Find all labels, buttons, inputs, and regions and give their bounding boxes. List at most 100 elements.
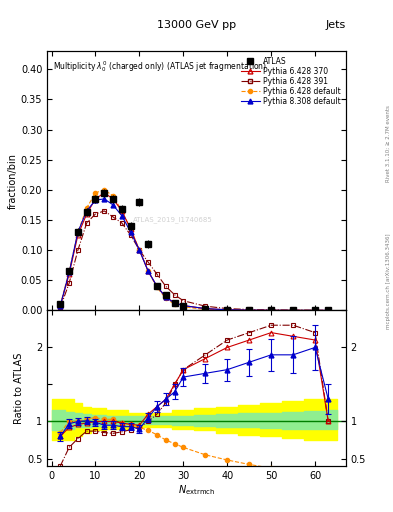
Pythia 6.428 391 <box>119 220 124 226</box>
Legend: ATLAS, Pythia 6.428 370, Pythia 6.428 391, Pythia 6.428 default, Pythia 8.308 de: ATLAS, Pythia 6.428 370, Pythia 6.428 39… <box>239 55 342 108</box>
Pythia 8.308 default <box>172 300 177 306</box>
Pythia 6.428 391 <box>291 307 296 313</box>
Pythia 8.308 default <box>93 197 98 203</box>
Pythia 8.308 default <box>291 307 296 313</box>
Pythia 8.308 default <box>154 283 159 289</box>
Pythia 6.428 391 <box>313 307 318 313</box>
Pythia 6.428 391 <box>225 306 230 312</box>
Pythia 6.428 370 <box>291 307 296 313</box>
Pythia 6.428 default <box>203 306 208 312</box>
Pythia 8.308 default <box>67 269 72 275</box>
Pythia 6.428 default <box>137 247 142 253</box>
Y-axis label: Ratio to ATLAS: Ratio to ATLAS <box>14 352 24 424</box>
Pythia 6.428 391 <box>111 214 116 220</box>
Pythia 8.308 default <box>181 303 185 309</box>
Pythia 6.428 370 <box>172 300 177 306</box>
Pythia 8.308 default <box>326 307 331 313</box>
Pythia 8.308 default <box>102 196 107 202</box>
Pythia 6.428 default <box>128 226 133 232</box>
Pythia 6.428 391 <box>137 247 142 253</box>
Pythia 6.428 default <box>154 285 159 291</box>
Pythia 8.308 default <box>313 307 318 313</box>
Pythia 6.428 default <box>269 307 274 313</box>
Pythia 8.308 default <box>128 229 133 235</box>
Pythia 6.428 default <box>225 307 230 313</box>
Pythia 8.308 default <box>84 208 89 214</box>
Text: Rivet 3.1.10; ≥ 2.7M events: Rivet 3.1.10; ≥ 2.7M events <box>386 105 391 182</box>
Pythia 6.428 391 <box>154 271 159 278</box>
Pythia 6.428 default <box>291 307 296 313</box>
Text: ATLAS_2019_I1740685: ATLAS_2019_I1740685 <box>133 216 213 223</box>
Pythia 6.428 default <box>172 301 177 307</box>
Line: Pythia 6.428 370: Pythia 6.428 370 <box>58 190 331 313</box>
Pythia 6.428 default <box>93 190 98 196</box>
Pythia 6.428 391 <box>247 306 252 312</box>
Pythia 6.428 370 <box>84 211 89 217</box>
Pythia 8.308 default <box>58 303 63 309</box>
Pythia 6.428 391 <box>146 259 151 265</box>
Pythia 6.428 370 <box>203 306 208 312</box>
Pythia 6.428 391 <box>172 292 177 298</box>
Pythia 8.308 default <box>75 229 80 235</box>
Text: mcplots.cern.ch [arXiv:1306.3436]: mcplots.cern.ch [arXiv:1306.3436] <box>386 234 391 329</box>
Pythia 6.428 391 <box>84 220 89 226</box>
Text: Jets: Jets <box>325 20 346 31</box>
Pythia 6.428 default <box>313 307 318 313</box>
Y-axis label: fraction/bin: fraction/bin <box>8 153 18 209</box>
Pythia 6.428 391 <box>102 208 107 214</box>
Pythia 6.428 370 <box>119 208 124 214</box>
Pythia 6.428 370 <box>154 283 159 289</box>
Pythia 6.428 370 <box>111 196 116 202</box>
Pythia 6.428 391 <box>58 304 63 310</box>
Pythia 6.428 370 <box>163 294 168 300</box>
Line: Pythia 6.428 default: Pythia 6.428 default <box>58 188 317 312</box>
Pythia 6.428 default <box>75 229 80 235</box>
Pythia 6.428 default <box>247 307 252 313</box>
Pythia 6.428 370 <box>58 303 63 309</box>
Pythia 6.428 default <box>146 268 151 274</box>
Pythia 6.428 370 <box>93 196 98 202</box>
Pythia 8.308 default <box>247 307 252 313</box>
Pythia 8.308 default <box>111 202 116 208</box>
Pythia 6.428 default <box>181 304 185 310</box>
Pythia 6.428 370 <box>269 307 274 313</box>
Pythia 8.308 default <box>269 307 274 313</box>
Pythia 6.428 391 <box>203 303 208 309</box>
Pythia 6.428 391 <box>181 297 185 304</box>
Pythia 8.308 default <box>137 247 142 253</box>
Pythia 6.428 default <box>119 208 124 214</box>
Pythia 6.428 370 <box>225 307 230 313</box>
Pythia 6.428 default <box>111 193 116 199</box>
Pythia 8.308 default <box>203 306 208 312</box>
Pythia 6.428 391 <box>269 307 274 313</box>
Pythia 6.428 370 <box>137 247 142 253</box>
Text: 13000 GeV pp: 13000 GeV pp <box>157 20 236 31</box>
Pythia 6.428 391 <box>93 211 98 217</box>
X-axis label: $N_{\rm extrm{ch}}$: $N_{\rm extrm{ch}}$ <box>178 483 215 497</box>
Pythia 6.428 370 <box>313 307 318 313</box>
Pythia 6.428 370 <box>326 307 331 313</box>
Pythia 6.428 default <box>163 295 168 302</box>
Pythia 6.428 default <box>58 302 63 308</box>
Pythia 6.428 370 <box>146 268 151 274</box>
Pythia 8.308 default <box>119 212 124 219</box>
Pythia 6.428 391 <box>75 247 80 253</box>
Line: Pythia 8.308 default: Pythia 8.308 default <box>58 197 331 313</box>
Pythia 6.428 default <box>84 205 89 211</box>
Pythia 6.428 391 <box>67 280 72 286</box>
Pythia 6.428 370 <box>128 226 133 232</box>
Pythia 6.428 default <box>102 187 107 193</box>
Pythia 6.428 370 <box>181 303 185 309</box>
Text: Multiplicity $\lambda_0^0$ (charged only) (ATLAS jet fragmentation): Multiplicity $\lambda_0^0$ (charged only… <box>53 59 267 74</box>
Pythia 6.428 370 <box>75 232 80 238</box>
Pythia 6.428 370 <box>67 271 72 278</box>
Pythia 6.428 391 <box>128 232 133 238</box>
Pythia 6.428 370 <box>247 307 252 313</box>
Pythia 6.428 391 <box>326 307 331 313</box>
Line: Pythia 6.428 391: Pythia 6.428 391 <box>58 208 331 313</box>
Pythia 8.308 default <box>163 294 168 300</box>
Pythia 8.308 default <box>146 268 151 274</box>
Pythia 8.308 default <box>225 307 230 313</box>
Pythia 6.428 default <box>67 268 72 274</box>
Pythia 6.428 370 <box>102 190 107 196</box>
